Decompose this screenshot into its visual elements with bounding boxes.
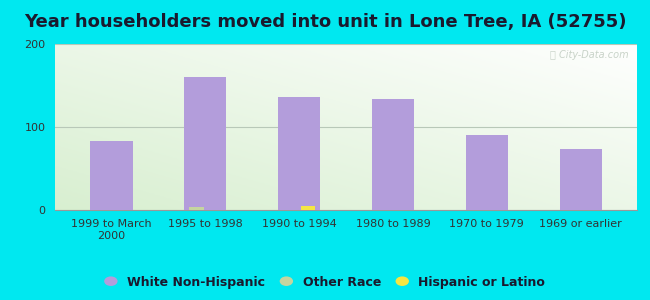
- Text: Year householders moved into unit in Lone Tree, IA (52755): Year householders moved into unit in Lon…: [24, 14, 626, 32]
- Bar: [278, 97, 320, 210]
- Legend: White Non-Hispanic, Other Race, Hispanic or Latino: White Non-Hispanic, Other Race, Hispanic…: [99, 271, 551, 294]
- Bar: [372, 99, 414, 210]
- Bar: [90, 141, 133, 210]
- Bar: [189, 207, 204, 210]
- Bar: [560, 149, 602, 210]
- Text: ⓘ City-Data.com: ⓘ City-Data.com: [550, 50, 629, 60]
- Bar: [301, 206, 315, 210]
- Bar: [466, 135, 508, 210]
- Bar: [184, 77, 226, 210]
